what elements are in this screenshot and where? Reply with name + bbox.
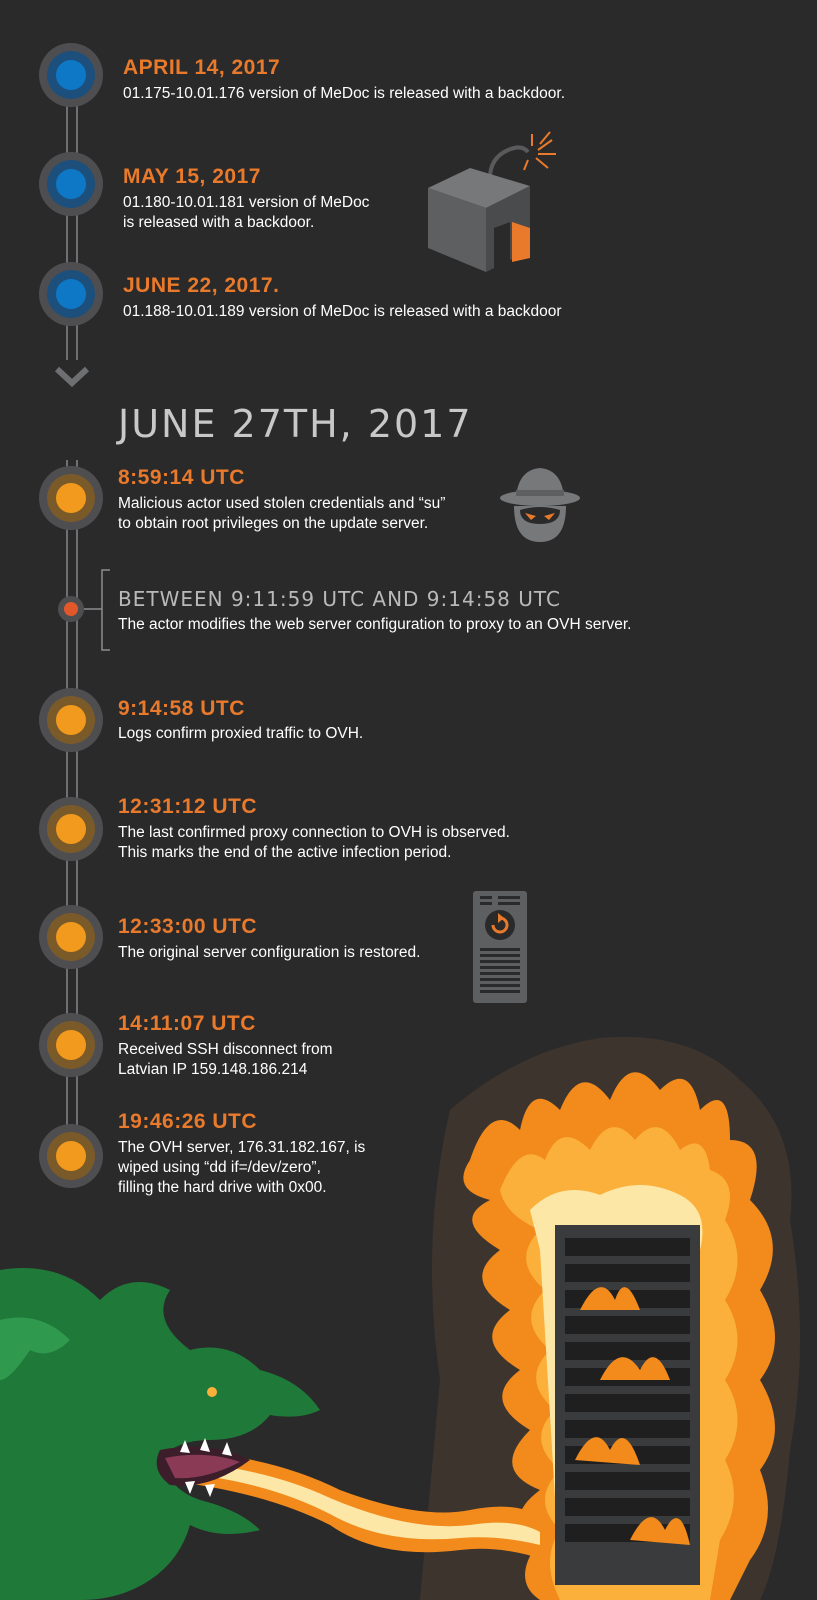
event-desc: 01.180-10.01.181 version of MeDoc xyxy=(123,194,370,211)
event-desc: wiped using “dd if=/dev/zero”, xyxy=(118,1159,321,1176)
day-heading: JUNE 27TH, 2017 xyxy=(118,402,473,446)
timeline-node xyxy=(39,466,103,530)
server-restore-icon xyxy=(473,891,527,1003)
event-desc: The original server configuration is res… xyxy=(118,944,421,961)
hacker-hat-icon xyxy=(500,468,580,542)
bracket-connector xyxy=(84,569,110,651)
event-time: 9:14:58 UTC xyxy=(118,697,245,720)
timeline-rail-right xyxy=(76,74,78,360)
event-desc: 01.175-10.01.176 version of MeDoc is rel… xyxy=(123,85,566,102)
event-desc: Latvian IP 159.148.186.214 xyxy=(118,1061,308,1078)
event-time: 8:59:14 UTC xyxy=(118,466,245,489)
event-desc: Malicious actor used stolen credentials … xyxy=(118,495,446,512)
event-desc: is released with a backdoor. xyxy=(123,214,315,231)
event-desc: to obtain root privileges on the update … xyxy=(118,515,429,532)
event-desc: The actor modifies the web server config… xyxy=(118,616,632,633)
event-time: 12:33:00 UTC xyxy=(118,915,258,938)
timeline-rail-left xyxy=(66,74,68,360)
event-time: 12:31:12 UTC xyxy=(118,795,258,818)
timeline-node xyxy=(39,262,103,326)
chevron-down-icon xyxy=(54,366,90,388)
burning-server-icon xyxy=(0,1036,800,1600)
event-desc: filling the hard drive with 0x00. xyxy=(118,1179,327,1196)
event-time: 19:46:26 UTC xyxy=(118,1110,258,1133)
event-date: JUNE 22, 2017. xyxy=(123,274,280,297)
event-date: APRIL 14, 2017 xyxy=(123,56,281,79)
event-desc: The OVH server, 176.31.182.167, is xyxy=(118,1139,366,1156)
timeline-node xyxy=(39,1013,103,1077)
timeline-node xyxy=(39,1124,103,1188)
event-time: BETWEEN 9:11:59 UTC AND 9:14:58 UTC xyxy=(118,587,561,611)
event-date: MAY 15, 2017 xyxy=(123,165,261,188)
timeline-node xyxy=(39,43,103,107)
timeline-node-small xyxy=(58,596,84,622)
timeline-node xyxy=(39,905,103,969)
timeline-node xyxy=(39,797,103,861)
event-time: 14:11:07 UTC xyxy=(118,1012,256,1035)
event-desc: Logs confirm proxied traffic to OVH. xyxy=(118,725,364,742)
timeline-node xyxy=(39,152,103,216)
bomb-box-icon xyxy=(428,131,556,272)
event-desc: Received SSH disconnect from xyxy=(118,1041,333,1058)
event-desc: The last confirmed proxy connection to O… xyxy=(118,824,510,841)
timeline-node xyxy=(39,688,103,752)
event-desc: 01.188-10.01.189 version of MeDoc is rel… xyxy=(123,303,562,320)
event-desc: This marks the end of the active infecti… xyxy=(118,844,452,861)
